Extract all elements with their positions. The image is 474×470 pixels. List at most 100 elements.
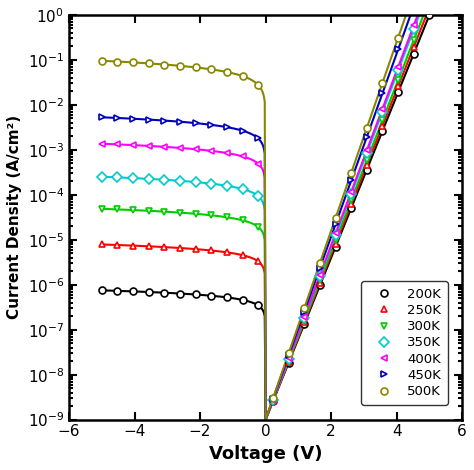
500K — [427, 0, 432, 4]
400K — [427, 0, 432, 4]
350K — [115, 174, 120, 180]
400K — [286, 355, 292, 361]
400K — [99, 141, 105, 147]
400K — [317, 272, 323, 278]
450K — [130, 116, 136, 122]
300K — [411, 37, 417, 43]
200K — [255, 303, 261, 308]
500K — [286, 351, 292, 356]
500K — [224, 69, 230, 75]
350K — [162, 177, 167, 182]
300K — [286, 358, 292, 363]
500K — [364, 125, 370, 131]
500K — [99, 58, 105, 63]
450K — [209, 122, 214, 128]
200K — [348, 205, 354, 211]
350K — [99, 174, 105, 180]
500K — [395, 35, 401, 40]
X-axis label: Voltage (V): Voltage (V) — [209, 445, 322, 463]
350K — [411, 26, 417, 32]
200K — [115, 288, 120, 294]
450K — [255, 136, 261, 141]
250K — [99, 242, 105, 247]
450K — [270, 396, 276, 402]
400K — [348, 189, 354, 195]
350K — [348, 191, 354, 197]
400K — [209, 148, 214, 154]
500K — [348, 170, 354, 176]
200K — [333, 244, 338, 250]
350K — [317, 274, 323, 279]
200K — [411, 51, 417, 56]
250K — [255, 258, 261, 264]
450K — [411, 3, 417, 8]
300K — [193, 211, 199, 217]
500K — [270, 395, 276, 401]
Line: 250K: 250K — [98, 4, 433, 405]
450K — [317, 265, 323, 271]
350K — [333, 233, 338, 238]
250K — [162, 244, 167, 250]
200K — [317, 282, 323, 288]
300K — [224, 214, 230, 220]
400K — [270, 397, 276, 403]
250K — [411, 44, 417, 50]
350K — [130, 175, 136, 181]
450K — [348, 178, 354, 183]
200K — [162, 290, 167, 296]
300K — [130, 207, 136, 213]
450K — [301, 309, 307, 314]
250K — [209, 248, 214, 253]
500K — [317, 260, 323, 266]
250K — [286, 359, 292, 364]
250K — [270, 398, 276, 404]
450K — [364, 134, 370, 140]
300K — [209, 212, 214, 218]
350K — [364, 150, 370, 156]
Legend: 200K, 250K, 300K, 350K, 400K, 450K, 500K: 200K, 250K, 300K, 350K, 400K, 450K, 500K — [361, 281, 448, 405]
200K — [395, 89, 401, 95]
Line: 500K: 500K — [98, 0, 433, 402]
200K — [364, 167, 370, 172]
400K — [255, 161, 261, 166]
200K — [270, 399, 276, 404]
400K — [177, 145, 183, 151]
350K — [427, 0, 432, 4]
250K — [193, 246, 199, 252]
500K — [301, 306, 307, 311]
350K — [240, 186, 246, 192]
300K — [240, 218, 246, 223]
300K — [427, 0, 432, 4]
450K — [146, 117, 152, 122]
200K — [301, 321, 307, 327]
400K — [193, 146, 199, 152]
400K — [364, 148, 370, 153]
250K — [333, 241, 338, 246]
450K — [162, 118, 167, 124]
500K — [209, 67, 214, 72]
350K — [209, 181, 214, 187]
200K — [130, 289, 136, 294]
250K — [364, 162, 370, 168]
200K — [286, 360, 292, 366]
350K — [395, 68, 401, 73]
250K — [427, 5, 432, 10]
350K — [301, 315, 307, 321]
300K — [255, 224, 261, 230]
400K — [130, 142, 136, 148]
500K — [380, 80, 385, 86]
200K — [177, 290, 183, 296]
300K — [99, 206, 105, 212]
400K — [333, 231, 338, 236]
400K — [301, 314, 307, 320]
Line: 300K: 300K — [98, 0, 433, 404]
450K — [427, 0, 432, 4]
350K — [193, 179, 199, 185]
250K — [317, 280, 323, 286]
350K — [224, 183, 230, 188]
350K — [270, 397, 276, 403]
200K — [240, 297, 246, 303]
300K — [301, 318, 307, 323]
250K — [115, 242, 120, 248]
250K — [301, 320, 307, 325]
